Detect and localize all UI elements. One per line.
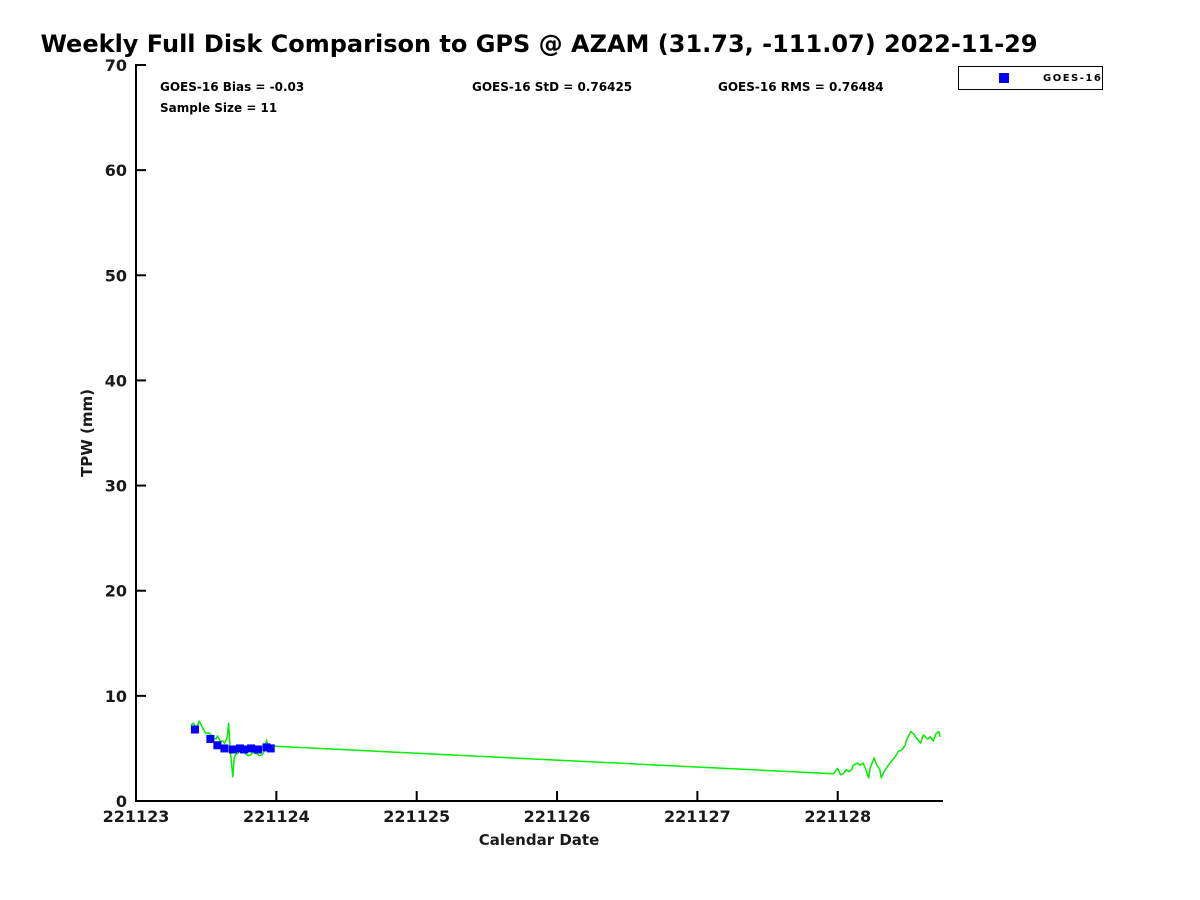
y-tick-label: 60 <box>105 161 127 180</box>
goes16-marker <box>206 734 215 743</box>
y-axis-label: TPW (mm) <box>78 389 96 477</box>
goes16-marker <box>262 743 271 752</box>
goes16-marker <box>220 744 229 753</box>
stat-sample-size-text: Sample Size = 11 <box>160 101 278 115</box>
y-tick-label: 10 <box>105 687 127 706</box>
y-tick-label: 50 <box>105 266 127 285</box>
gps-line <box>190 720 941 779</box>
y-tick-label: 30 <box>105 477 127 496</box>
y-tick-label: 20 <box>105 582 127 601</box>
goes16-marker <box>235 744 244 753</box>
x-axis-label: Calendar Date <box>478 831 600 849</box>
y-tick-label: 70 <box>105 56 127 75</box>
goes16-marker <box>247 744 256 753</box>
goes16-marker <box>240 745 249 754</box>
stat-rms-text: GOES-16 RMS = 0.76484 <box>718 80 884 94</box>
goes16-marker <box>266 744 275 753</box>
x-tick-label: 221126 <box>524 807 591 826</box>
x-tick-label: 221123 <box>103 807 170 826</box>
x-tick-label: 221128 <box>804 807 871 826</box>
legend-label: GOES-16 <box>1043 72 1103 84</box>
goes16-marker <box>228 745 237 754</box>
stat-std-text: GOES-16 StD = 0.76425 <box>472 80 633 94</box>
goes16-marker <box>213 741 222 750</box>
chart-title: Weekly Full Disk Comparison to GPS @ AZA… <box>40 30 1038 58</box>
x-tick-label: 221127 <box>664 807 731 826</box>
y-tick-label: 40 <box>105 371 127 390</box>
stat-bias-text: GOES-16 Bias = -0.03 <box>160 80 305 94</box>
goes16-marker <box>254 745 263 754</box>
goes16-marker <box>190 725 199 734</box>
legend-box: GOES-16 <box>958 66 1103 90</box>
y-tick-label: 0 <box>116 792 127 811</box>
goes16-square-marker-icon <box>999 73 1009 83</box>
x-tick-label: 221124 <box>243 807 310 826</box>
x-tick-label: 221125 <box>383 807 450 826</box>
